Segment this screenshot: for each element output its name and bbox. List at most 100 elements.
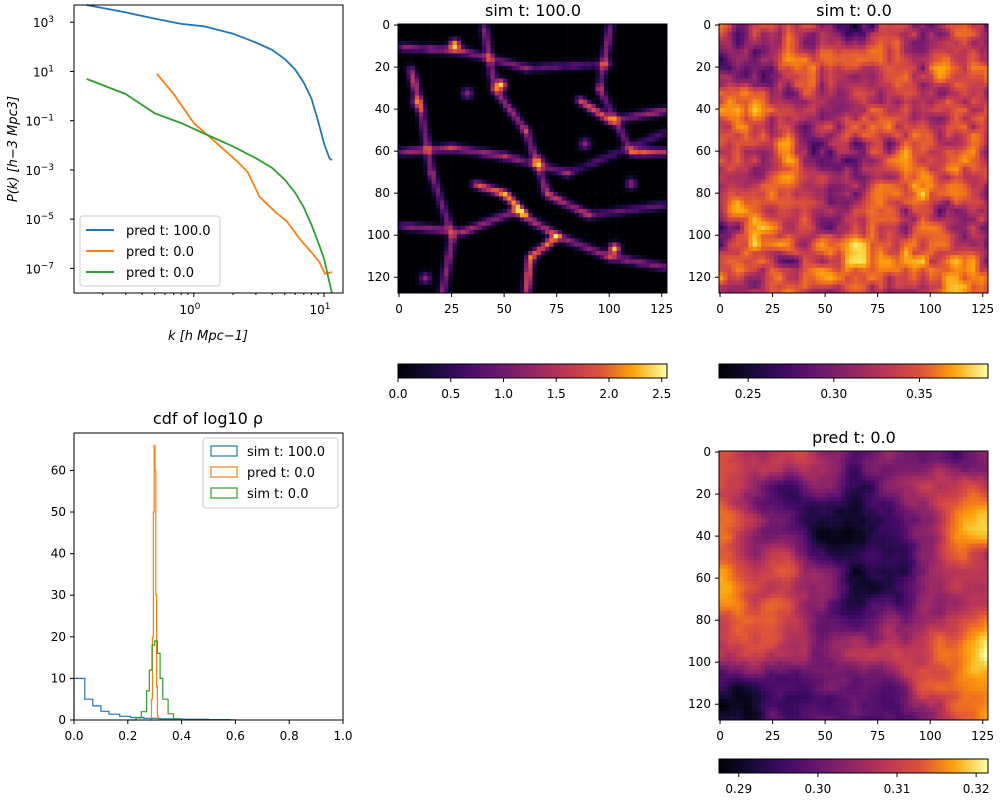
sim-t0-heatmap	[719, 24, 989, 294]
cdf-series-step-0	[73, 677, 236, 721]
pred-t0-cbar-tick-label-3: 0.32	[963, 782, 990, 796]
pred-t0-xtick-label-4: 100	[919, 729, 942, 743]
sim-t100-cbar-tick-label-3: 1.5	[547, 387, 566, 401]
pred-t0-heatmap	[719, 451, 989, 721]
sim-t0-ytick-label-1: 20	[696, 60, 711, 74]
sim-t100-xtick-label-5: 125	[650, 302, 673, 316]
sim-t100-xtick-label-2: 50	[496, 302, 511, 316]
cdf-legend-label-0: sim t: 100.0	[247, 445, 325, 460]
cdf-ytick-label-3: 30	[51, 588, 66, 602]
pred-t0-xtick-label-2: 50	[817, 729, 832, 743]
pred-t0-panel: pred t: 0.0 0 25 50 75 100 125 0 20 40 60 80 100 120…	[688, 428, 994, 796]
cdf-xtick-label-1: 0.2	[118, 729, 137, 743]
sim-t0-cbar-tick-label-2: 0.35	[906, 387, 933, 401]
pred-t0-ytick-label-5: 100	[688, 655, 711, 669]
sim-t100-ytick-label-3: 60	[375, 144, 390, 158]
sim-t100-cbar-tick-label-2: 1.0	[494, 387, 513, 401]
pk-ytick-label-0: 103	[33, 15, 54, 30]
cdf-ytick-label-5: 50	[51, 505, 66, 519]
pred-t0-xtick-label-1: 25	[765, 729, 780, 743]
pk-ytick-label-5: 10−7	[25, 261, 54, 276]
sim-t0-ytick-label-0: 0	[703, 18, 711, 32]
sim-t100-xtick-label-4: 100	[598, 302, 621, 316]
cdf-ytick-label-4: 40	[51, 547, 66, 561]
pred-t0-ytick-label-3: 60	[696, 571, 711, 585]
cdf-legend-swatch-1	[210, 466, 238, 478]
sim-t100-ytick-label-5: 100	[367, 228, 390, 242]
cdf-xtick-label-4: 0.8	[280, 729, 299, 743]
pk-series-line-0	[86, 4, 333, 161]
sim-t100-title: sim t: 100.0	[485, 1, 581, 20]
sim-t0-xtick-label-5: 125	[971, 302, 994, 316]
pred-t0-ytick-label-6: 120	[688, 697, 711, 711]
sim-t0-colorbar	[718, 363, 989, 379]
cdf-legend-swatch-2	[210, 487, 238, 499]
sim-t0-ytick-label-4: 80	[696, 186, 711, 200]
sim-t100-heatmap	[398, 24, 668, 294]
sim-t100-ytick-label-0: 0	[382, 18, 390, 32]
sim-t100-xtick-label-0: 0	[395, 302, 403, 316]
pk-series-line-2	[86, 78, 333, 294]
cdf-legend: sim t: 100.0 pred t: 0.0 sim t: 0.0	[202, 437, 339, 509]
sim-t0-title: sim t: 0.0	[816, 1, 892, 20]
pred-t0-xtick-label-5: 125	[971, 729, 994, 743]
cdf-ytick-label-2: 20	[51, 630, 66, 644]
cdf-ytick-label-6: 60	[51, 463, 66, 477]
power-spectrum-legend: pred t: 100.0 pred t: 0.0 pred t: 0.0	[79, 215, 221, 287]
pk-legend-label-2: pred t: 0.0	[126, 266, 194, 281]
sim-t0-panel: sim t: 0.0 0 25 50 75 100 125020406080100120 …	[688, 1, 994, 401]
pk-legend-label-0: pred t: 100.0	[126, 224, 211, 239]
sim-t0-cbar-tick-label-1: 0.30	[820, 387, 847, 401]
pk-series-line-1	[156, 73, 333, 275]
sim-t100-panel: sim t: 100.0 0 25 50 75 100 125 0 20 40 60 80 100 12…	[367, 1, 673, 401]
pred-t0-xtick-label-3: 75	[870, 729, 885, 743]
pred-t0-cbar-tick-label-0: 0.29	[725, 782, 752, 796]
cdf-xtick-label-2: 0.4	[172, 729, 191, 743]
cdf-panel: cdf of log10 ρ 0.0 0.2 0.4 0.6 0.8 1.0 0 10 20 30…	[51, 409, 353, 743]
sim-t0-xtick-label-3: 75	[870, 302, 885, 316]
pred-t0-xtick-label-0: 0	[716, 729, 724, 743]
pk-xtick-label-1: 101	[309, 302, 330, 317]
sim-t100-ytick-label-4: 80	[375, 186, 390, 200]
sim-t0-ytick-label-2: 40	[696, 102, 711, 116]
sim-t100-ytick-label-1: 20	[375, 60, 390, 74]
sim-t100-xtick-label-1: 25	[444, 302, 459, 316]
pk-legend-box	[79, 215, 221, 287]
sim-t0-ytick-label-6: 120	[688, 270, 711, 284]
sim-t100-xtick-label-3: 75	[549, 302, 564, 316]
sim-t0-frame	[718, 23, 989, 294]
cdf-series-step-2	[127, 640, 180, 721]
sim-t0-xtick-label-2: 50	[817, 302, 832, 316]
sim-t0-xtick-label-4: 100	[919, 302, 942, 316]
sim-t100-cbar-tick-label-0: 0.0	[388, 387, 407, 401]
pk-ytick-label-4: 10−5	[25, 212, 54, 227]
pred-t0-ytick-label-2: 40	[696, 529, 711, 543]
sim-t0-xtick-label-1: 25	[765, 302, 780, 316]
sim-t0-xtick-label-0: 0	[716, 302, 724, 316]
cdf-legend-label-1: pred t: 0.0	[247, 466, 315, 481]
pred-t0-cbar-tick-label-2: 0.31	[884, 782, 911, 796]
pred-t0-frame	[718, 450, 989, 721]
sim-t100-cbar-tick-label-4: 2.0	[599, 387, 618, 401]
pred-t0-ytick-label-4: 80	[696, 613, 711, 627]
pk-legend-label-1: pred t: 0.0	[126, 245, 194, 260]
cdf-series-step-1	[149, 444, 159, 721]
pred-t0-ytick-label-1: 20	[696, 487, 711, 501]
sim-t100-ytick-label-2: 40	[375, 102, 390, 116]
pk-ytick-label-1: 101	[33, 64, 54, 79]
pred-t0-colorbar	[718, 758, 989, 774]
power-spectrum-frame	[73, 4, 344, 294]
sim-t100-colorbar	[397, 363, 668, 379]
sim-t0-cbar-tick-label-0: 0.25	[735, 387, 762, 401]
pk-ytick-label-2: 10−1	[25, 114, 54, 129]
sim-t100-frame	[397, 23, 668, 294]
cdf-ytick-label-0: 0	[58, 713, 66, 727]
cdf-ytick-label-1: 10	[51, 671, 66, 685]
cdf-title: cdf of log10 ρ	[153, 409, 263, 428]
pk-ytick-label-3: 10−3	[25, 163, 54, 178]
pred-t0-title: pred t: 0.0	[812, 428, 896, 447]
cdf-legend-label-2: sim t: 0.0	[247, 487, 308, 502]
sim-t100-ytick-label-6: 120	[367, 270, 390, 284]
sim-t100-cbar-tick-label-5: 2.5	[652, 387, 671, 401]
